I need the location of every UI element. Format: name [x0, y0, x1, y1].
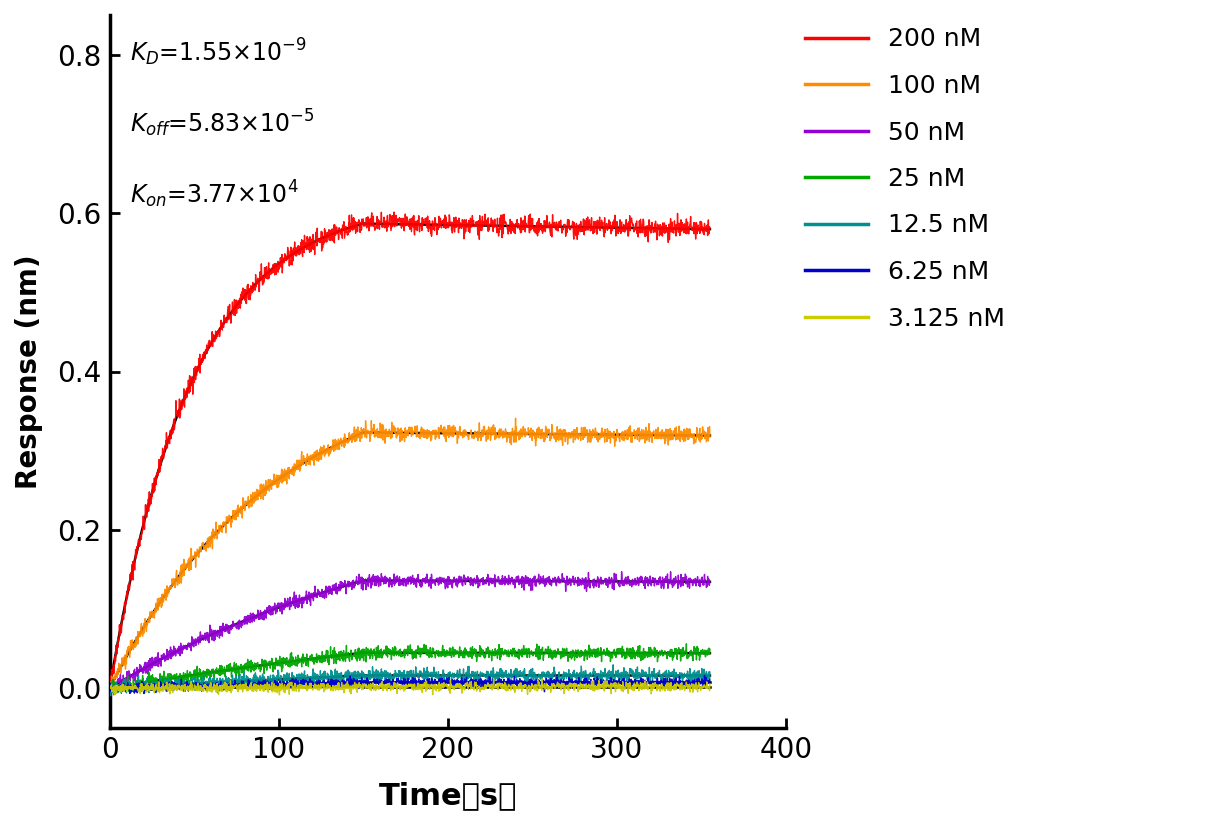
Text: $K_{off}$=5.83×10$^{-5}$: $K_{off}$=5.83×10$^{-5}$ [129, 108, 314, 139]
Text: $K_{on}$=3.77×10$^4$: $K_{on}$=3.77×10$^4$ [129, 179, 298, 210]
X-axis label: Time（s）: Time（s） [378, 781, 517, 810]
Legend: 200 nM, 100 nM, 50 nM, 25 nM, 12.5 nM, 6.25 nM, 3.125 nM: 200 nM, 100 nM, 50 nM, 25 nM, 12.5 nM, 6… [806, 27, 1005, 331]
Y-axis label: Response (nm): Response (nm) [15, 254, 43, 488]
Text: $K_D$=1.55×10$^{-9}$: $K_D$=1.55×10$^{-9}$ [129, 36, 307, 68]
